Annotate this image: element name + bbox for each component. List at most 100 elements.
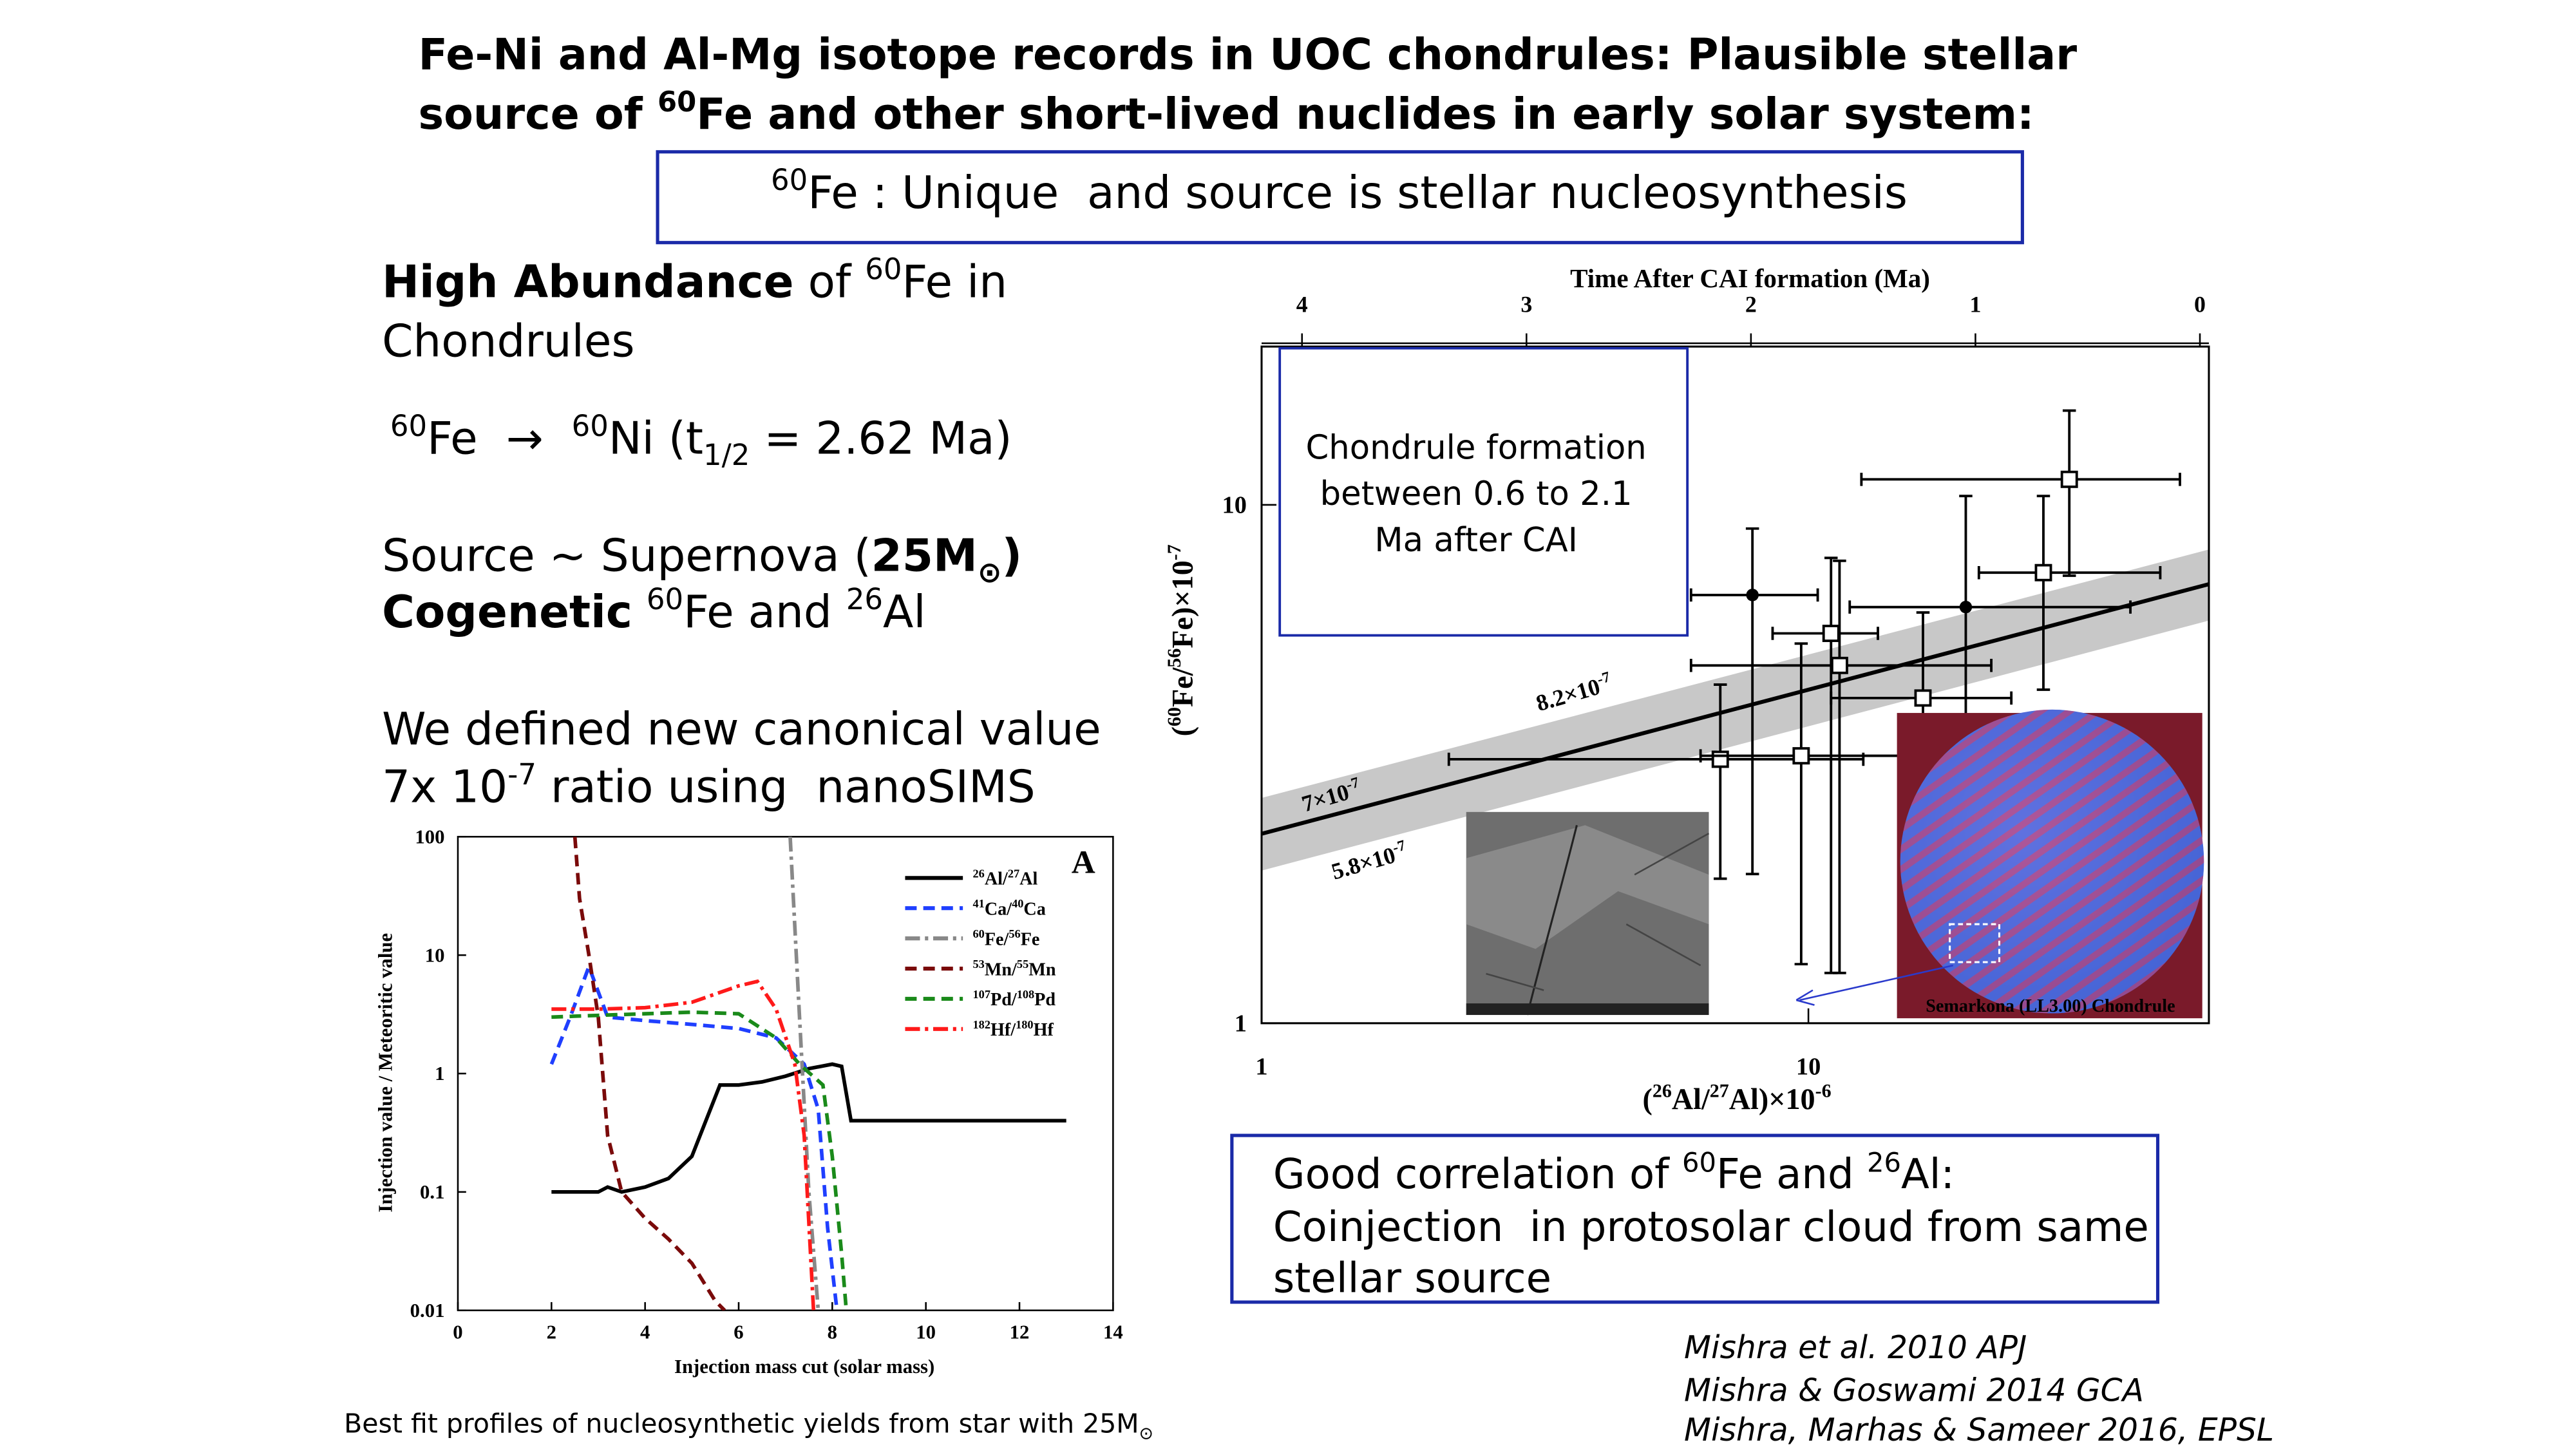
data-point bbox=[1711, 750, 1729, 768]
y-axis-label: Injection value / Meteoritic value bbox=[374, 933, 396, 1213]
text-run: 25M bbox=[871, 531, 978, 582]
y-tick-label: 100 bbox=[415, 826, 444, 848]
x-tick-label: 14 bbox=[1103, 1321, 1123, 1343]
text-run: Fe)×10 bbox=[1166, 560, 1198, 648]
plot-frame bbox=[1260, 345, 2210, 1025]
text-run: ( bbox=[1643, 1083, 1653, 1115]
text-run: ( bbox=[1166, 726, 1198, 736]
text-run: Coinjection in protosolar cloud from sam… bbox=[1273, 1204, 2149, 1251]
text-run: ratio using nanoSIMS bbox=[536, 761, 1036, 813]
text-run: 7x 10 bbox=[382, 761, 507, 813]
text-run: 56 bbox=[1164, 649, 1185, 668]
text-run: 60 bbox=[572, 409, 609, 443]
title-line: source of 60Fe and other short-lived nuc… bbox=[418, 86, 2034, 139]
top-tick-label: 3 bbox=[1520, 291, 1532, 317]
text-run: 60 bbox=[771, 163, 808, 197]
y-error-bar bbox=[2062, 409, 2076, 577]
x-tick-label: 6 bbox=[734, 1321, 743, 1343]
text-run: Fe and bbox=[1716, 1151, 1867, 1198]
text-run: High Abundance bbox=[382, 256, 793, 308]
text-run: Chondrules bbox=[382, 316, 634, 368]
data-point bbox=[1830, 656, 1848, 674]
banner-text: 60Fe : Unique and source is stellar nucl… bbox=[771, 163, 1908, 219]
top-tick-label: 1 bbox=[1969, 291, 1981, 317]
text-run: 26 bbox=[1867, 1146, 1901, 1178]
text-run: Fe and bbox=[683, 587, 846, 638]
x-tick-label: 10 bbox=[1796, 1053, 1821, 1080]
text-run: 60 bbox=[1164, 707, 1185, 726]
bullet: Chondrules bbox=[382, 316, 634, 368]
text-run: 26 bbox=[846, 582, 883, 616]
text-run: Al)×10 bbox=[1729, 1083, 1815, 1115]
text-run: of bbox=[794, 256, 866, 308]
x-tick-label: 12 bbox=[1010, 1321, 1030, 1343]
conclusion-line: Good correlation of 60Fe and 26Al: bbox=[1273, 1146, 1955, 1198]
fit-line bbox=[1261, 582, 2209, 836]
data-point bbox=[1914, 689, 1932, 707]
text-run: Best fit profiles of nucleosynthetic yie… bbox=[344, 1408, 1139, 1439]
data-point bbox=[1959, 600, 1973, 614]
data-point bbox=[1792, 747, 1810, 765]
bullet: Source ~ Supernova (25M⊙) bbox=[382, 531, 1022, 589]
reference: Mishra, Marhas & Sameer 2016, EPSL bbox=[1684, 1412, 2274, 1448]
y-tick-label: 1 bbox=[435, 1063, 444, 1084]
legend-label: 60Fe/56Fe bbox=[973, 927, 1040, 949]
x-error-bar bbox=[1977, 565, 2162, 580]
text-run: -7 bbox=[507, 757, 536, 791]
y-tick-label: 10 bbox=[1222, 492, 1247, 519]
text-run: Al bbox=[883, 587, 926, 638]
series-line bbox=[551, 1010, 848, 1311]
text-run: Ni (t bbox=[609, 413, 703, 465]
text-run: Good correlation of bbox=[1273, 1151, 1682, 1198]
bullet: We defined new canonical value bbox=[382, 704, 1101, 755]
text-run: 1/2 bbox=[703, 438, 750, 472]
text-run: -7 bbox=[1164, 544, 1185, 560]
text-run: 8.2×10 bbox=[1533, 674, 1603, 716]
text-run: Fe/ bbox=[1166, 667, 1198, 707]
series-group bbox=[549, 837, 1066, 1311]
text-run: Fe and other short-lived nuclides in ear… bbox=[696, 89, 2034, 139]
conclusion-line: Coinjection in protosolar cloud from sam… bbox=[1273, 1204, 2149, 1251]
top-axis-label: Time After CAI formation (Ma) bbox=[1570, 263, 1930, 293]
y-error-bar bbox=[2036, 495, 2050, 691]
series-line bbox=[551, 1062, 1066, 1194]
x-tick-label: 1 bbox=[1255, 1053, 1267, 1080]
conclusion-box bbox=[1230, 1133, 2160, 1304]
legend-label: 53Mn/55Mn bbox=[973, 958, 1056, 980]
text-run: Source ~ Supernova ( bbox=[382, 531, 871, 582]
y-error-bar bbox=[1745, 527, 1759, 876]
y-error-bar bbox=[1824, 556, 1838, 974]
y-tick-label: 1 bbox=[1235, 1010, 1247, 1037]
text-run: Al: bbox=[1901, 1151, 1955, 1198]
inset-text: Ma after CAI bbox=[1374, 521, 1577, 560]
series-line bbox=[549, 961, 839, 1311]
text-run: 60 bbox=[658, 86, 696, 118]
text-run: 60 bbox=[390, 409, 427, 443]
text-run: ⊙ bbox=[978, 555, 1002, 589]
text-run: ⊙ bbox=[1139, 1424, 1153, 1444]
plot-a: 0 2 4 6 8 10 12 14 0.01 0.1 1 10 100 26Al/27Al 41Ca/40… bbox=[410, 826, 1123, 1343]
x-error-bar bbox=[1860, 473, 2181, 486]
data-point bbox=[2034, 564, 2052, 582]
x-axis-label: (26Al/27Al)×10-6 bbox=[1643, 1081, 1832, 1115]
legend-label: 41Ca/40Ca bbox=[973, 897, 1046, 919]
x-axis-label: Injection mass cut (solar mass) bbox=[674, 1356, 934, 1378]
series-line bbox=[573, 837, 726, 1311]
image-label: Semarkona (LL3.00) Chondrule bbox=[1926, 996, 2175, 1016]
text-run: -6 bbox=[1815, 1081, 1832, 1102]
text-run: 26 bbox=[1653, 1081, 1672, 1102]
conclusion-line: stellar source bbox=[1273, 1255, 1551, 1303]
data-point bbox=[1746, 589, 1759, 601]
text-run: Fe → bbox=[427, 413, 572, 465]
text-run: Fe in bbox=[902, 256, 1008, 308]
panel-label: A bbox=[1072, 844, 1095, 881]
legend-label: 107Pd/108Pd bbox=[973, 988, 1056, 1010]
y-error-bar bbox=[1833, 559, 1846, 974]
x-tick-label: 10 bbox=[916, 1321, 936, 1343]
bullet: Cogenetic 60Fe and 26Al bbox=[382, 582, 926, 638]
reference: Mishra et al. 2010 APJ bbox=[1684, 1330, 2027, 1366]
y-error-bar bbox=[1714, 683, 1727, 880]
